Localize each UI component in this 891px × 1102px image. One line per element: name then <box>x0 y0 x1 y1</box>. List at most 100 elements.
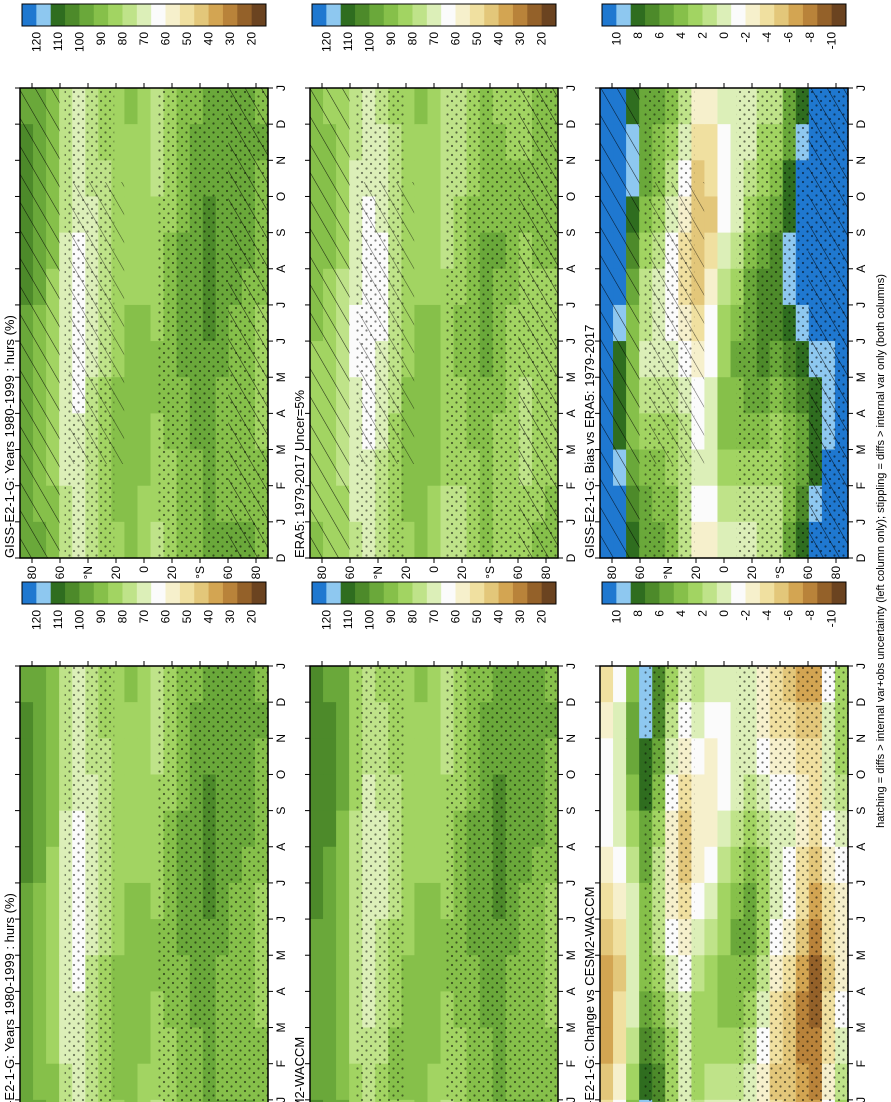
colorbar-swatch <box>79 582 95 604</box>
colorbar-tick-label: 60 <box>159 32 173 46</box>
colorbar-swatch <box>831 582 847 604</box>
panel-title: GISS-E2-1-G: Bias vs ERA5: 1979-2017 <box>582 325 597 558</box>
colorbar-swatch <box>50 582 66 604</box>
colorbar-tick-label: 50 <box>470 32 484 46</box>
month-tick-label: A <box>564 843 578 851</box>
colorbar-swatch <box>369 4 385 26</box>
heat-cell <box>111 521 126 559</box>
colorbar: 120 110 100 90 80 70 60 50 40 30 20 <box>21 581 267 630</box>
month-tick-label: J <box>564 1097 578 1102</box>
heat-cell <box>717 666 732 703</box>
heat-cell <box>137 521 152 559</box>
heat-cell <box>137 485 152 523</box>
colorbar-swatch <box>36 582 52 604</box>
heat-cell <box>124 485 139 523</box>
heat-cell <box>323 774 337 812</box>
heat-cell <box>600 810 614 848</box>
heat-cell <box>414 991 429 1029</box>
heat-cell <box>124 341 139 378</box>
heat-cell <box>137 666 152 703</box>
colorbar-tick-label: -4 <box>760 610 774 621</box>
month-tick-label: O <box>564 770 578 779</box>
heat-cell <box>600 955 614 992</box>
heat-cell <box>414 196 429 234</box>
month-tick-label: D <box>564 119 578 128</box>
colorbar-swatch <box>788 4 804 26</box>
heat-cell <box>124 413 139 451</box>
heat-cell <box>137 88 152 125</box>
colorbar-swatch <box>616 582 632 604</box>
colorbar-swatch <box>326 4 342 26</box>
month-tick-label: F <box>274 482 288 489</box>
heat-cell <box>111 774 126 812</box>
lat-tick-label: 80 <box>315 566 329 580</box>
heat-cell <box>401 1027 416 1065</box>
colorbar-tick-label: 50 <box>180 610 194 624</box>
heat-cell <box>33 991 47 1029</box>
heat-cell <box>717 485 732 523</box>
heat-cell <box>323 810 337 848</box>
month-tick-label: J <box>274 1097 288 1102</box>
colorbar-swatch <box>716 582 732 604</box>
month-tick-label: D <box>854 119 868 128</box>
chart-panel-2: 8060°N20020°S6080DJFMAMJJASONDJGISS-E2-1… <box>2 581 288 1102</box>
month-tick-label: D <box>274 119 288 128</box>
hatch-overlay <box>808 88 848 558</box>
heat-cell <box>600 991 614 1029</box>
heat-cell <box>336 1027 350 1065</box>
heat-cell <box>124 124 139 161</box>
heat-cell <box>626 1027 640 1065</box>
month-tick-label: D <box>854 553 868 562</box>
heat-cell <box>33 738 47 776</box>
colorbar-tick-label: 20 <box>245 32 259 46</box>
heat-cell <box>613 1099 627 1102</box>
lat-tick-label: °N <box>661 566 675 579</box>
heat-cell <box>310 810 324 848</box>
month-tick-label: O <box>274 192 288 201</box>
heat-cell <box>427 304 442 342</box>
heat-cell <box>704 846 719 884</box>
heat-cell <box>427 124 442 161</box>
colorbar-tick-label: -10 <box>825 610 839 628</box>
colorbar-swatch <box>251 582 267 604</box>
colorbar-swatch <box>93 4 109 26</box>
heat-cell <box>46 882 60 920</box>
colorbar-swatch <box>645 4 660 26</box>
heat-cell <box>323 1063 337 1101</box>
heat-cell <box>111 991 126 1029</box>
lat-tick-label: °N <box>81 566 95 579</box>
heat-cell <box>414 1063 429 1101</box>
heat-cell <box>414 377 429 414</box>
heat-cell <box>310 1027 324 1065</box>
heat-cell <box>704 449 719 487</box>
heat-cell <box>427 1063 442 1101</box>
colorbar-tick-label: 60 <box>159 610 173 624</box>
heat-cell <box>137 196 152 234</box>
month-tick-label: J <box>564 916 578 922</box>
heat-cell <box>704 774 719 812</box>
heat-cell <box>427 341 442 378</box>
heat-cell <box>691 991 706 1029</box>
colorbar-swatch <box>484 4 500 26</box>
chart-panel-5: 80 60 °N 20 0 20 °S 60 80DJFMAMJJASONDJGISS-E2-1… <box>582 3 868 579</box>
month-tick-label: J <box>274 519 288 525</box>
heat-cell <box>137 774 152 812</box>
lat-tick-label: °S <box>193 566 207 579</box>
month-tick-label: O <box>854 192 868 201</box>
colorbar-swatch <box>312 4 327 26</box>
heat-cell <box>691 1027 706 1065</box>
heat-cell <box>717 88 732 125</box>
heat-cell <box>626 991 640 1029</box>
heat-cell <box>310 882 324 920</box>
heat-cell <box>414 304 429 342</box>
colorbar-tick-label: 90 <box>94 610 108 624</box>
heat-cell <box>310 1099 324 1102</box>
lat-tick-label: 0 <box>427 566 441 573</box>
heat-cell <box>427 702 442 739</box>
heat-cell <box>427 377 442 414</box>
heat-cell <box>691 882 706 920</box>
hatch-overlay <box>518 88 558 558</box>
heat-cell <box>20 702 34 739</box>
heat-cell <box>717 124 732 161</box>
heat-cell <box>704 991 719 1029</box>
